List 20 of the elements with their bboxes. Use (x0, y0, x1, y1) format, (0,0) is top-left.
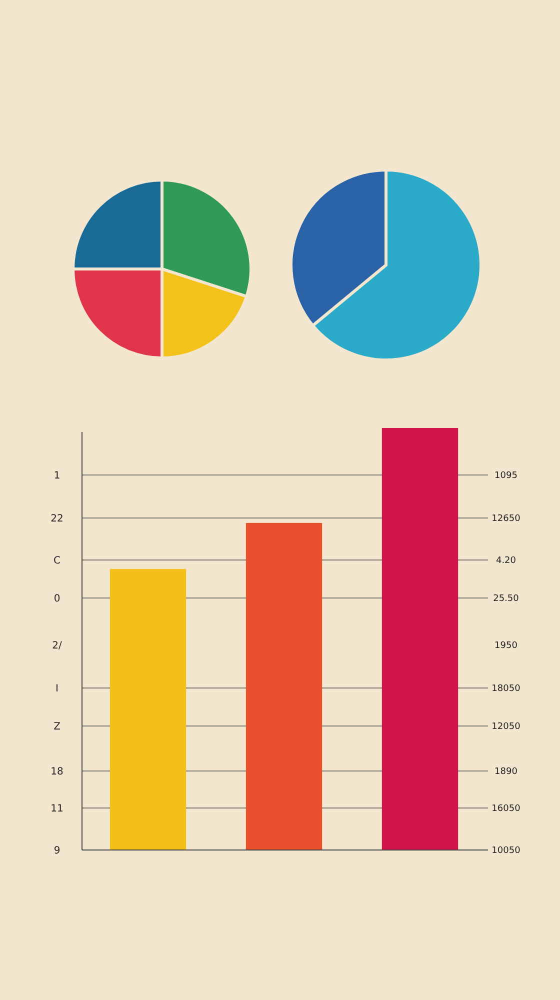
text: 4.20 (496, 556, 516, 566)
text: 16050 (492, 804, 521, 814)
text: I (56, 684, 58, 694)
text: 11 (50, 804, 64, 814)
text: 18 (50, 766, 64, 778)
text: 1950 (494, 641, 518, 652)
text: 1890 (494, 767, 518, 778)
text: 1 (54, 470, 60, 482)
text: Z (54, 722, 61, 732)
text: 2/ (52, 640, 62, 652)
text: 25.50 (493, 594, 520, 604)
text: 1095 (494, 471, 518, 482)
text: 12650 (492, 514, 521, 524)
text: C (54, 556, 61, 566)
text: 22 (50, 514, 64, 524)
text: 9 (54, 846, 60, 856)
text: 10050 (492, 846, 521, 856)
text: 18050 (492, 684, 521, 694)
text: 12050 (492, 722, 521, 732)
text: 0 (54, 594, 60, 604)
